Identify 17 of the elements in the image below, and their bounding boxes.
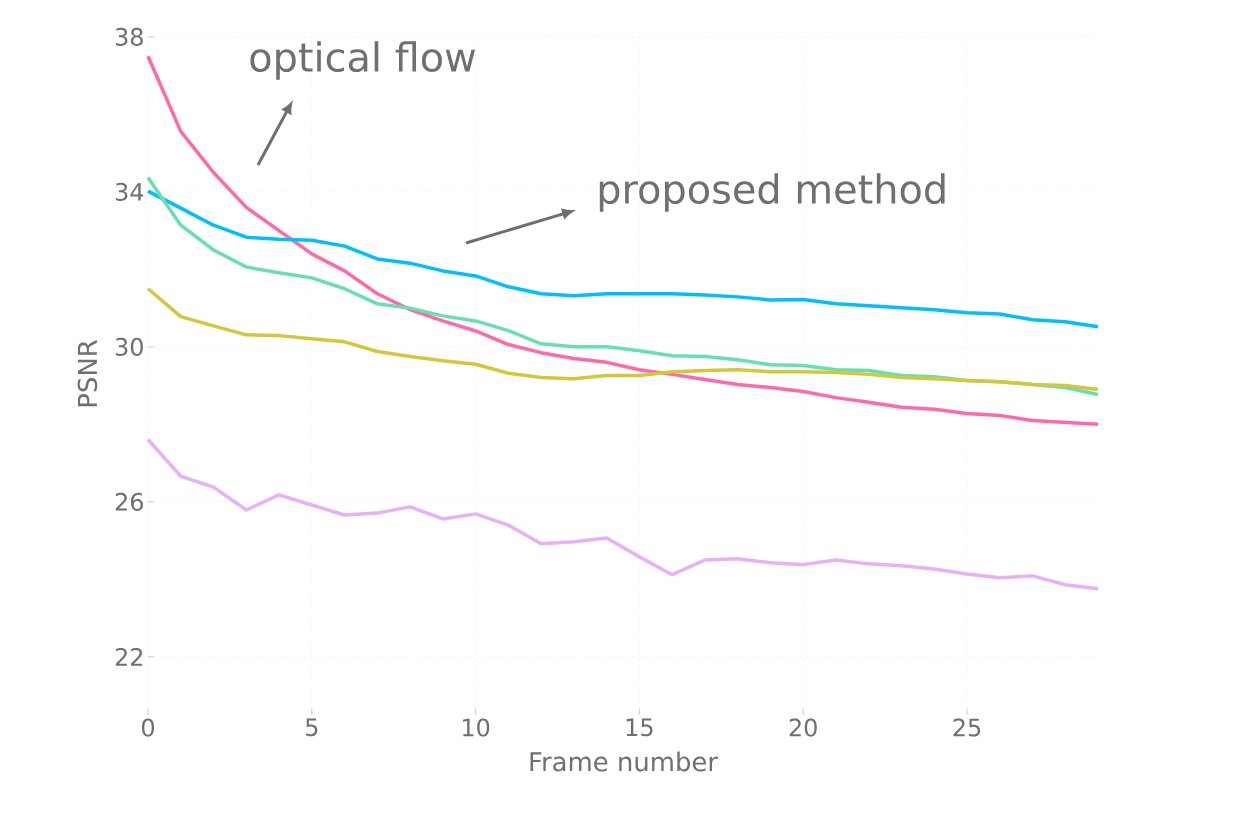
x-tick-label: 0 xyxy=(141,718,155,737)
line-series xyxy=(146,286,1100,392)
x-tick-label: 20 xyxy=(789,718,817,737)
y-axis-title: PSNR xyxy=(77,340,98,407)
x-tick-label: 5 xyxy=(306,718,318,737)
annotation: optical flow xyxy=(250,41,476,80)
y-tick-label: 34 xyxy=(115,182,144,201)
x-tick-label: 10 xyxy=(463,718,490,737)
y-tick-label: 30 xyxy=(115,337,143,356)
line-series xyxy=(146,437,1100,591)
annotation: proposed method xyxy=(599,173,945,212)
x-axis-title: Frame number xyxy=(530,751,719,772)
x-tick-label: 15 xyxy=(626,718,653,737)
y-tick-label: 26 xyxy=(115,492,143,511)
y-tick-label: 22 xyxy=(115,647,143,666)
y-tick-label: 38 xyxy=(115,27,143,46)
x-tick-label: 25 xyxy=(953,718,981,737)
